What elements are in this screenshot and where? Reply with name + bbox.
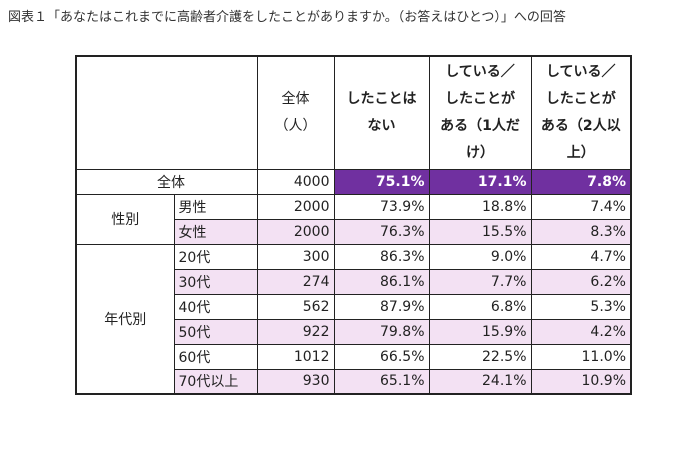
percent-cell: 86.1%	[333, 268, 430, 295]
row-count: 922	[256, 318, 335, 345]
percent-cell: 73.9%	[333, 193, 430, 220]
row-count: 4000	[256, 168, 335, 195]
column-header: 全体 （人）	[256, 55, 335, 170]
percent-cell: 10.9%	[530, 368, 632, 395]
percent-cell: 86.3%	[333, 243, 430, 270]
row-count: 930	[256, 368, 335, 395]
row-count: 1012	[256, 343, 335, 370]
percent-cell: 7.8%	[530, 168, 632, 195]
percent-cell: 24.1%	[428, 368, 532, 395]
percent-cell: 22.5%	[428, 343, 532, 370]
row-label: 女性	[173, 218, 258, 245]
row-label: 30代	[173, 268, 258, 295]
percent-cell: 66.5%	[333, 343, 430, 370]
table-row: 性別 男性 2000 73.9% 18.8% 7.4%	[75, 193, 632, 245]
percent-cell: 4.2%	[530, 318, 632, 345]
percent-cell: 15.9%	[428, 318, 532, 345]
percent-cell: 65.1%	[333, 368, 430, 395]
group-label: 年代別	[75, 243, 175, 395]
row-count: 2000	[256, 193, 335, 220]
header-blank	[75, 55, 258, 170]
row-label: 男性	[173, 193, 258, 220]
percent-cell: 6.8%	[428, 293, 532, 320]
row-count: 562	[256, 293, 335, 320]
column-header: したことは ない	[333, 55, 430, 170]
row-count: 2000	[256, 218, 335, 245]
table-row: 50代 922 79.8% 15.9% 4.2%	[76, 318, 632, 345]
percent-cell: 4.7%	[530, 243, 632, 270]
header-row: 全体 （人） したことは ない している／ したことが ある（1人だ け） している／ したことが…	[75, 55, 632, 170]
percent-cell: 9.0%	[428, 243, 532, 270]
percent-cell: 76.3%	[333, 218, 430, 245]
percent-cell: 18.8%	[428, 193, 532, 220]
percent-cell: 87.9%	[333, 293, 430, 320]
row-label: 50代	[173, 318, 258, 345]
survey-table: 全体 （人） したことは ない している／ したことが ある（1人だ け） している／ したことが…	[75, 55, 632, 395]
table-row: 70代以上 930 65.1% 24.1% 10.9%	[76, 368, 632, 395]
percent-cell: 7.4%	[530, 193, 632, 220]
column-header: している／ したことが ある（2人以 上）	[530, 55, 632, 170]
row-label: 全体	[75, 168, 258, 195]
row-count: 300	[256, 243, 335, 270]
percent-cell: 7.7%	[428, 268, 532, 295]
percent-cell: 15.5%	[428, 218, 532, 245]
row-count: 274	[256, 268, 335, 295]
table-row: 40代 562 87.9% 6.8% 5.3%	[76, 293, 632, 320]
percent-cell: 79.8%	[333, 318, 430, 345]
row-label: 40代	[173, 293, 258, 320]
percent-cell: 6.2%	[530, 268, 632, 295]
percent-cell: 5.3%	[530, 293, 632, 320]
table-row: 30代 274 86.1% 7.7% 6.2%	[76, 268, 632, 295]
percent-cell: 8.3%	[530, 218, 632, 245]
table-row: 年代別 20代 300 86.3% 9.0% 4.7%	[75, 243, 632, 395]
column-header: している／ したことが ある（1人だ け）	[428, 55, 532, 170]
row-label: 20代	[173, 243, 258, 270]
row-label: 70代以上	[173, 368, 258, 395]
row-label: 60代	[173, 343, 258, 370]
percent-cell: 75.1%	[333, 168, 430, 195]
percent-cell: 17.1%	[428, 168, 532, 195]
figure-title: 図表１「あなたはこれまでに高齢者介護をしたことがありますか。（お答えはひとつ）」…	[8, 10, 566, 25]
percent-cell: 11.0%	[530, 343, 632, 370]
group-label: 性別	[75, 193, 175, 245]
table-row: 女性 2000 76.3% 15.5% 8.3%	[76, 218, 632, 245]
total-row: 全体 4000 75.1% 17.1% 7.8%	[75, 168, 632, 195]
